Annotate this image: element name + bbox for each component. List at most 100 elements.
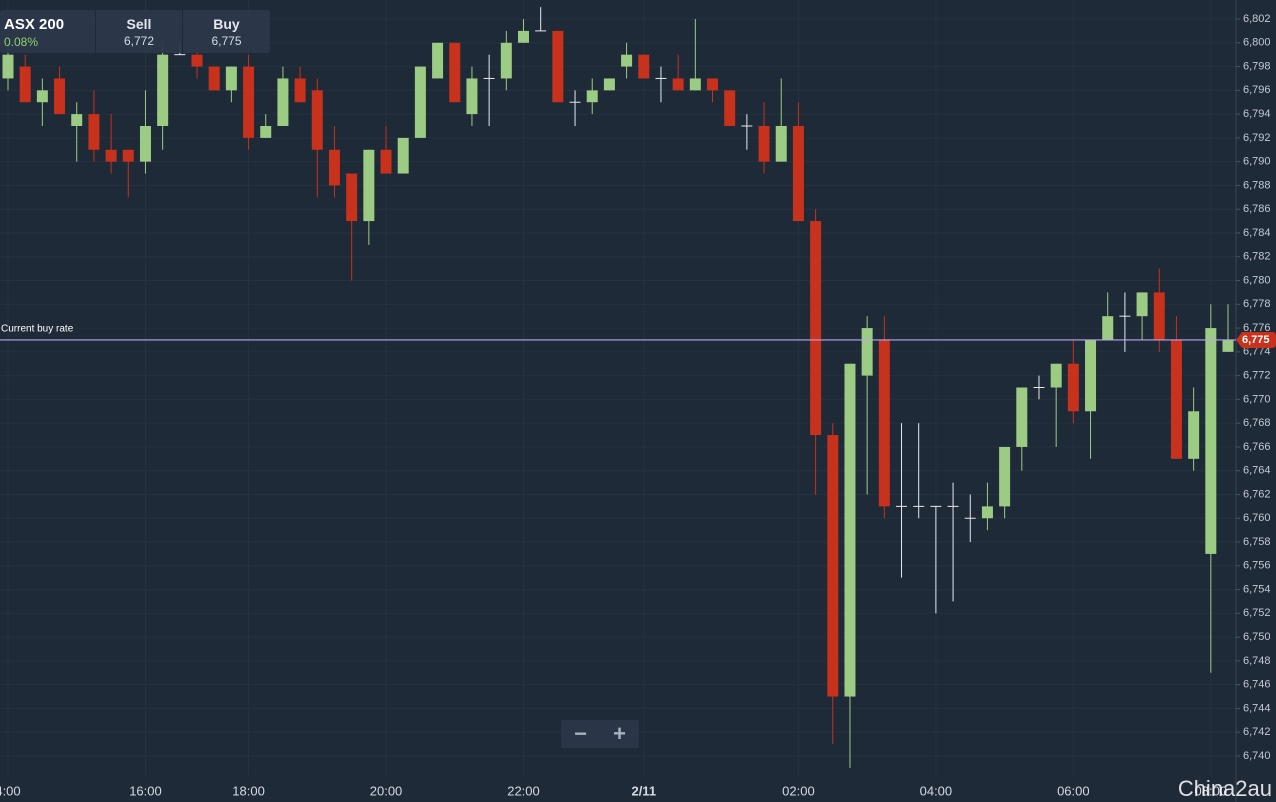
- y-tick-label: 6,772: [1243, 370, 1271, 382]
- y-tick-label: 6,790: [1243, 156, 1271, 168]
- candle-body: [2, 54, 14, 79]
- x-tick-label: 18:00: [232, 783, 265, 798]
- candle-body: [397, 137, 409, 174]
- candle: [363, 149, 375, 245]
- candle: [88, 90, 100, 162]
- y-tick-label: 6,766: [1243, 441, 1271, 453]
- candle-body: [792, 125, 804, 222]
- candle-body: [1205, 328, 1217, 554]
- zoom-out-button[interactable]: −: [574, 721, 587, 746]
- candle: [827, 423, 839, 745]
- candle: [638, 54, 650, 79]
- candle-body: [552, 30, 564, 103]
- candle: [724, 90, 736, 126]
- candle: [19, 54, 31, 103]
- sell-label: Sell: [126, 16, 152, 32]
- buy-price: 6,775: [211, 34, 242, 48]
- y-tick-label: 6,748: [1243, 655, 1271, 667]
- candle: [947, 482, 959, 602]
- x-tick-label: 22:00: [507, 783, 540, 798]
- sell-button[interactable]: Sell 6,772: [96, 10, 183, 53]
- candle-body: [208, 66, 220, 91]
- candle: [1136, 292, 1148, 340]
- symbol: ASX 200: [4, 16, 65, 33]
- candle: [707, 78, 719, 103]
- candle-body: [603, 78, 615, 91]
- candle: [1153, 268, 1165, 352]
- candle-body: [500, 42, 512, 79]
- candle: [586, 78, 598, 115]
- candle-body: [724, 90, 736, 126]
- candle-body: [260, 125, 272, 138]
- candle-body: [243, 66, 255, 138]
- buy-button[interactable]: Buy 6,775: [183, 10, 270, 53]
- current-rate-tag-bg: [1236, 331, 1276, 348]
- y-tick-label: 6,786: [1243, 203, 1271, 215]
- y-tick-label: 6,762: [1243, 488, 1271, 500]
- candle-body: [775, 125, 787, 162]
- candle: [964, 494, 976, 543]
- candle-body: [449, 42, 461, 103]
- candle-body: [139, 125, 151, 162]
- candle: [552, 30, 564, 103]
- candle: [346, 173, 358, 281]
- y-tick-label: 6,798: [1243, 60, 1271, 72]
- candle: [689, 19, 701, 91]
- candle-body: [19, 66, 31, 103]
- y-tick-label: 6,778: [1243, 298, 1271, 310]
- current-rate-tag: 6,775: [1242, 334, 1270, 346]
- y-tick-label: 6,800: [1243, 37, 1271, 49]
- candle: [981, 482, 993, 531]
- x-tick-label: 06:00: [1057, 783, 1090, 798]
- candle-body: [861, 328, 873, 376]
- y-tick-label: 6,764: [1243, 465, 1271, 477]
- candle-body: [105, 149, 117, 162]
- candle-body: [827, 435, 839, 697]
- y-tick-label: 6,782: [1243, 251, 1271, 263]
- y-tick-label: 6,740: [1243, 750, 1271, 762]
- candle: [792, 102, 804, 222]
- candle: [1085, 339, 1097, 459]
- y-tick-label: 6,802: [1243, 13, 1271, 25]
- y-tick-label: 6,742: [1243, 726, 1271, 738]
- candle: [896, 423, 908, 578]
- candle-body: [981, 506, 993, 519]
- x-tick-label: 4:00: [0, 783, 21, 798]
- candle: [1067, 339, 1079, 424]
- y-tick-label: 6,746: [1243, 679, 1271, 691]
- candle-body: [1102, 316, 1114, 340]
- candle-body: [122, 149, 134, 162]
- y-tick-label: 6,796: [1243, 84, 1271, 96]
- y-tick-label: 6,784: [1243, 227, 1271, 239]
- candle: [1205, 304, 1217, 673]
- y-tick-label: 6,788: [1243, 179, 1271, 191]
- y-tick-label: 6,794: [1243, 108, 1271, 120]
- candle-body: [1085, 339, 1097, 412]
- candle-body: [810, 221, 822, 436]
- candle-body: [844, 363, 856, 697]
- y-tick-label: 6,758: [1243, 536, 1271, 548]
- x-tick-label: 16:00: [129, 783, 162, 798]
- buy-label: Buy: [213, 16, 240, 32]
- candle: [1033, 375, 1045, 400]
- candle: [569, 90, 581, 126]
- candle: [655, 66, 667, 103]
- candle: [878, 316, 890, 519]
- instrument-header[interactable]: ASX 200 0.08% Sell 6,772 Buy 6,775: [0, 10, 270, 53]
- y-tick-label: 6,754: [1243, 583, 1271, 595]
- zoom-in-button[interactable]: +: [613, 721, 626, 746]
- candle-body: [707, 78, 719, 91]
- candle-body: [689, 78, 701, 91]
- candle-body: [621, 54, 633, 67]
- candle: [844, 363, 856, 768]
- candle-body: [758, 125, 770, 162]
- candle: [208, 66, 220, 91]
- x-tick-label: 04:00: [920, 783, 953, 798]
- x-tick-label: 20:00: [370, 783, 403, 798]
- candle: [328, 125, 340, 198]
- candle: [483, 54, 495, 126]
- candle: [775, 78, 787, 162]
- candle: [260, 114, 272, 138]
